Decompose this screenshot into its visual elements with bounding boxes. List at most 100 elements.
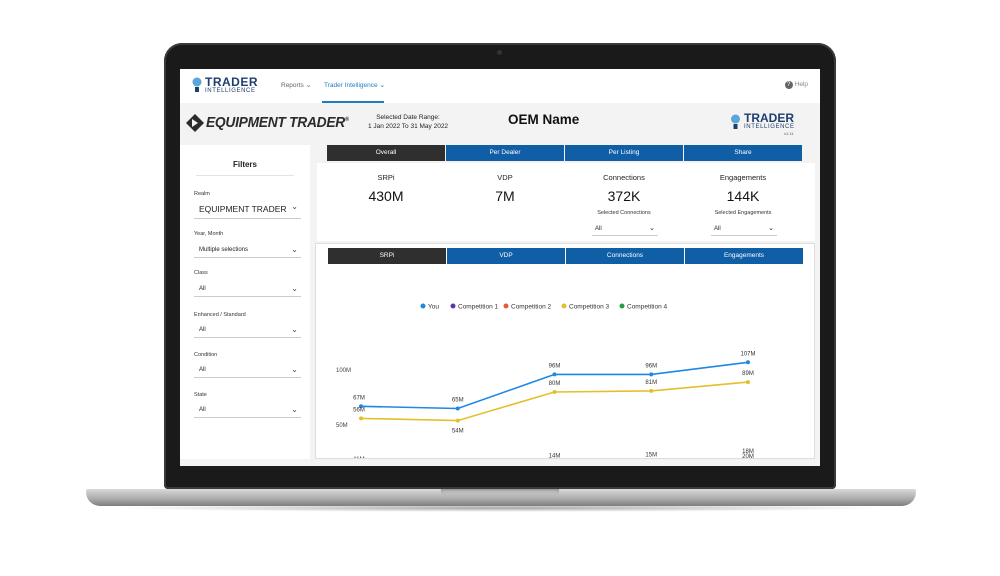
data-label: 14M xyxy=(549,454,561,458)
filter-condition-label: Condition xyxy=(194,352,218,358)
chart-tab-connections[interactable]: Connections xyxy=(566,248,684,264)
filter-year-month-label: Year, Month xyxy=(194,231,224,237)
legend-marker-0 xyxy=(420,303,426,309)
chevron-down-icon: ⌄ xyxy=(291,202,298,211)
chevron-down-icon: ⌄ xyxy=(291,405,298,414)
data-label: 81M xyxy=(645,380,657,386)
legend-label-3: Competition 3 xyxy=(569,304,609,311)
data-point xyxy=(649,388,654,393)
filter-enhanced-select[interactable]: All ⌄ xyxy=(194,325,301,338)
selected-engagements-value: All xyxy=(714,226,721,232)
laptop-base xyxy=(86,489,916,506)
kpi-srpi: SRPi 430M xyxy=(327,173,445,204)
chevron-down-icon: ⌄ xyxy=(291,365,298,374)
legend-label-1: Competition 1 xyxy=(458,304,498,311)
help-icon: ? xyxy=(784,81,793,89)
filter-realm-select[interactable]: EQUIPMENT TRADER ⌄ xyxy=(194,202,301,219)
filter-realm-label: Realm xyxy=(194,191,210,197)
data-point xyxy=(746,360,750,365)
kpi-srpi-label: SRPi xyxy=(377,173,395,182)
nav-active-underline xyxy=(322,101,384,103)
selected-connections-select[interactable]: All ⌄ xyxy=(592,225,658,236)
ti-logo-line2: INTELLIGENCE xyxy=(744,124,795,130)
help-button[interactable]: ? Help xyxy=(784,81,808,89)
lightbulb-icon xyxy=(192,77,202,92)
chart-tab-vdp[interactable]: VDP xyxy=(447,248,565,264)
filter-enhanced-label: Enhanced / Standard xyxy=(194,312,246,318)
metric-type-tabs: Overall Per Dealer Per Listing Share xyxy=(327,145,803,161)
data-label: 54M xyxy=(452,429,464,435)
srpi-line-chart: You Competition 1 Competition 2 Competition… xyxy=(336,303,756,459)
screen: TRADER INTELLIGENCE Reports ⌄ Trader Int… xyxy=(180,69,820,466)
kpi-vdp: VDP 7M xyxy=(446,173,564,204)
laptop-notch xyxy=(441,489,559,496)
logo-line2: INTELLIGENCE xyxy=(205,88,256,94)
kpi-srpi-value: 430M xyxy=(368,188,404,204)
data-point xyxy=(552,372,557,377)
chevron-down-icon: ⌄ xyxy=(291,245,298,254)
chevron-down-icon: ⌄ xyxy=(291,325,298,334)
filter-enhanced-value: All xyxy=(199,327,206,333)
legend-marker-2 xyxy=(503,303,509,309)
filter-class-label: Class xyxy=(194,270,208,276)
kpi-connections-label: Connections xyxy=(603,173,645,182)
data-label: 15M xyxy=(645,453,657,459)
chevron-down-icon: ⌄ xyxy=(649,225,655,232)
filter-condition-select[interactable]: All ⌄ xyxy=(194,365,301,378)
series-line-3 xyxy=(360,381,749,422)
data-label: 18M xyxy=(742,449,754,455)
legend-label-0: You xyxy=(428,304,439,311)
date-range: Selected Date Range: 1 Jan 2022 To 31 Ma… xyxy=(358,113,458,131)
data-point xyxy=(359,416,363,421)
data-label: 107M xyxy=(740,351,755,357)
filter-state-select[interactable]: All ⌄ xyxy=(194,405,301,418)
chart-tab-engagements[interactable]: Engagements xyxy=(685,248,803,264)
chart-tab-srpi[interactable]: SRPi xyxy=(328,248,446,264)
data-label: 11M xyxy=(353,457,364,458)
filter-realm-value: EQUIPMENT TRADER xyxy=(199,204,287,214)
filter-condition-value: All xyxy=(199,367,206,373)
data-label: 67M xyxy=(353,395,365,401)
trader-intelligence-logo-right: TRADER INTELLIGENCE v1.11 xyxy=(730,111,808,137)
data-point xyxy=(455,418,460,423)
kpi-engagements-label: Engagements xyxy=(719,173,767,182)
data-point xyxy=(649,372,654,377)
brand-name: EQUIPMENT TRADER® xyxy=(206,114,349,131)
tab-per-listing[interactable]: Per Listing xyxy=(565,145,683,161)
tab-share[interactable]: Share xyxy=(684,145,802,161)
kpi-connections: Connections 372K Selected Connections xyxy=(565,173,683,216)
data-point xyxy=(359,404,363,409)
filter-class-select[interactable]: All ⌄ xyxy=(194,284,301,297)
nav-reports-label: Reports xyxy=(281,82,304,89)
date-range-label: Selected Date Range: xyxy=(376,114,440,121)
filter-state-value: All xyxy=(199,407,206,413)
data-label: 56M xyxy=(353,407,365,413)
tab-per-dealer[interactable]: Per Dealer xyxy=(446,145,564,161)
kpi-vdp-label: VDP xyxy=(497,173,513,182)
kpi-connections-sublabel: Selected Connections xyxy=(597,210,651,216)
chevron-down-icon: ⌄ xyxy=(291,284,298,293)
camera-icon xyxy=(497,50,502,55)
brand-registered-mark: ® xyxy=(344,117,349,123)
nav-reports[interactable]: Reports ⌄ xyxy=(281,81,311,89)
chart-metric-tabs: SRPi VDP Connections Engagements xyxy=(328,248,804,264)
equipment-trader-mark-icon xyxy=(186,114,204,132)
app-topbar: TRADER INTELLIGENCE Reports ⌄ Trader Int… xyxy=(180,69,820,104)
filters-panel: Filters Realm EQUIPMENT TRADER ⌄ Year, M… xyxy=(180,145,310,459)
filter-year-month-value: Multiple selections xyxy=(199,247,249,253)
data-point xyxy=(455,406,460,411)
trader-intelligence-logo[interactable]: TRADER INTELLIGENCE xyxy=(192,74,258,98)
data-label: 96M xyxy=(645,363,657,369)
data-label: 80M xyxy=(549,381,561,387)
selected-engagements-select[interactable]: All ⌄ xyxy=(711,225,777,236)
page-title: OEM Name xyxy=(508,112,580,127)
chart-panel: SRPi VDP Connections Engagements You Comp… xyxy=(315,243,815,459)
data-label: 65M xyxy=(452,398,464,404)
filter-year-month-select[interactable]: Multiple selections ⌄ xyxy=(194,245,301,258)
selected-connections-value: All xyxy=(595,226,602,232)
legend-marker-3 xyxy=(561,303,567,309)
nav-trader-intelligence[interactable]: Trader Intelligence ⌄ xyxy=(324,81,385,89)
legend-label-2: Competition 2 xyxy=(511,304,551,311)
tab-overall[interactable]: Overall xyxy=(327,145,445,161)
data-label: 20M xyxy=(742,454,754,458)
